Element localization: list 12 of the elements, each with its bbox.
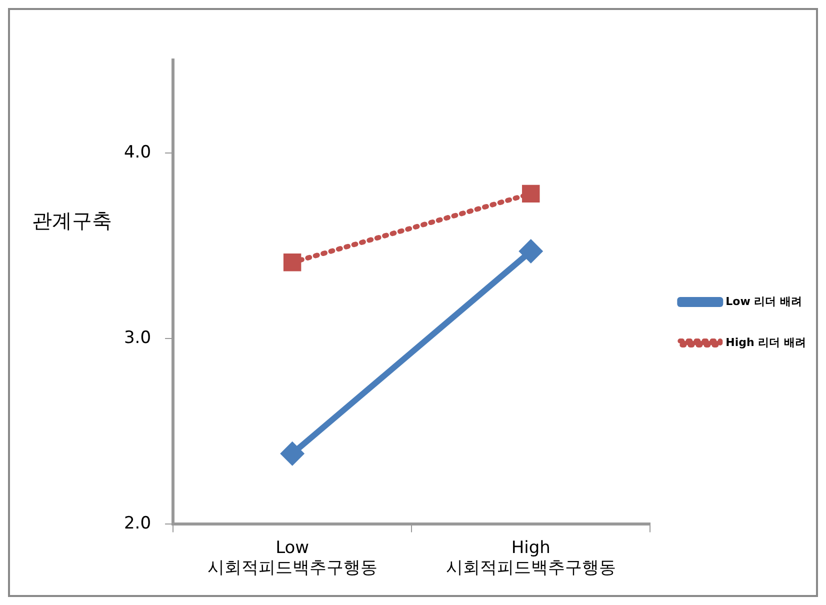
legend-label: High 리더 배려 [726, 336, 806, 349]
point [283, 254, 302, 272]
y-tick-label: 2.0 [124, 514, 152, 534]
x-tick-label: High 시회적피드백추구행동 [446, 538, 616, 578]
y-tick-label: 4.0 [124, 142, 152, 162]
point [522, 184, 540, 203]
y-tick-label: 3.0 [124, 328, 152, 348]
x-tick-label: Low 시회적피드백추구행동 [207, 538, 378, 578]
point [281, 442, 304, 465]
point [520, 240, 542, 262]
y-axis-title: 관계구축 [32, 208, 112, 232]
legend-label: Low 리더 배려 [726, 294, 802, 308]
